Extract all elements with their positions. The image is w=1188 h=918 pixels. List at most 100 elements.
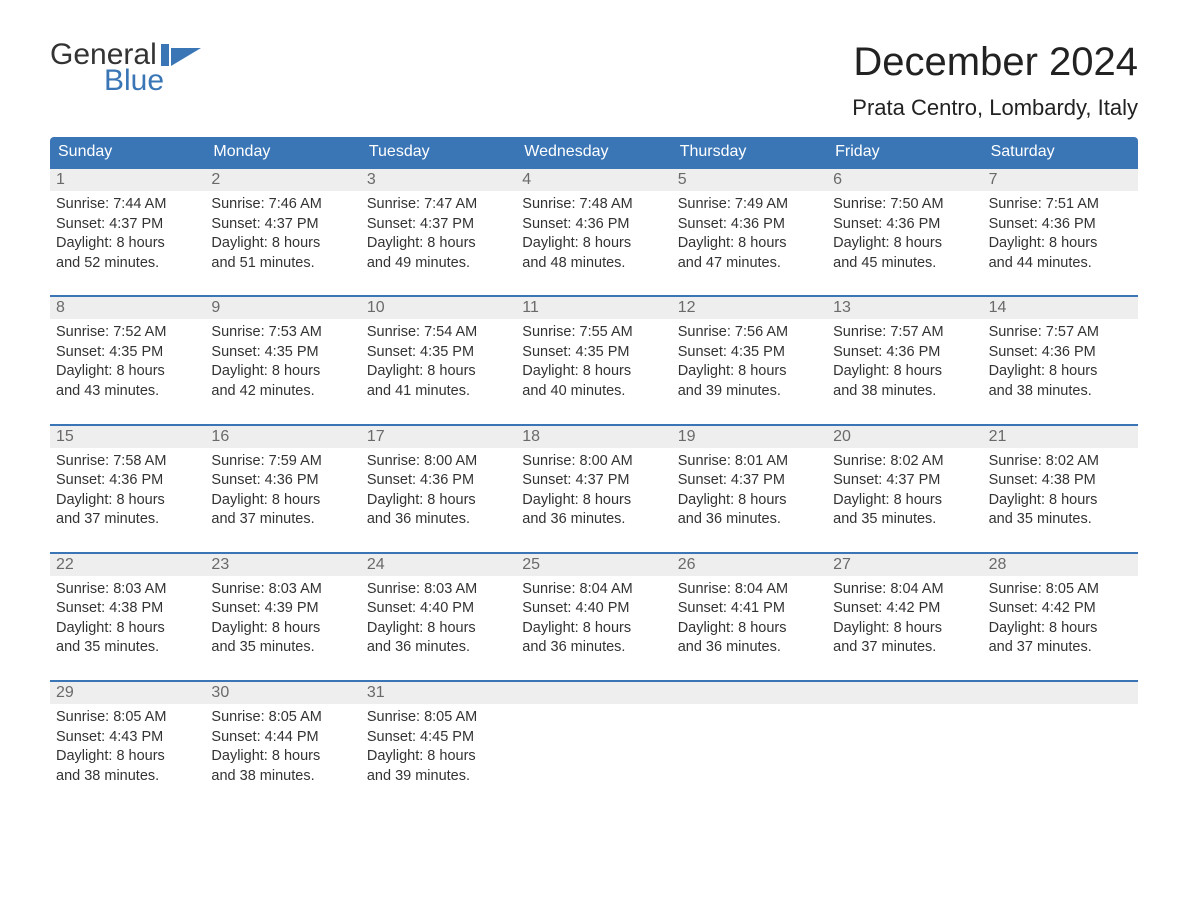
sunrise-text: Sunrise: 8:00 AM — [367, 452, 510, 472]
sunrise-text: Sunrise: 7:57 AM — [833, 323, 976, 343]
daylight-text-1: Daylight: 8 hours — [211, 747, 354, 767]
day-cell: Sunrise: 7:59 AMSunset: 4:36 PMDaylight:… — [205, 448, 360, 538]
daylight-text-2: and 36 minutes. — [367, 510, 510, 530]
daylight-text-2: and 38 minutes. — [989, 382, 1132, 402]
day-cell: Sunrise: 8:03 AMSunset: 4:39 PMDaylight:… — [205, 576, 360, 666]
daylight-text-2: and 38 minutes. — [211, 767, 354, 787]
day-number: 6 — [827, 169, 982, 191]
sunset-text: Sunset: 4:36 PM — [367, 471, 510, 491]
daylight-text-1: Daylight: 8 hours — [211, 491, 354, 511]
sunset-text: Sunset: 4:36 PM — [211, 471, 354, 491]
sunset-text: Sunset: 4:39 PM — [211, 599, 354, 619]
weekday-header: Friday — [827, 137, 982, 167]
day-number: 9 — [205, 297, 360, 319]
sunrise-text: Sunrise: 8:00 AM — [522, 452, 665, 472]
day-number: 2 — [205, 169, 360, 191]
day-cell: Sunrise: 7:44 AMSunset: 4:37 PMDaylight:… — [50, 191, 205, 281]
sunset-text: Sunset: 4:38 PM — [989, 471, 1132, 491]
title-block: December 2024 Prata Centro, Lombardy, It… — [852, 40, 1138, 129]
day-number: 15 — [50, 426, 205, 448]
day-number: 22 — [50, 554, 205, 576]
daylight-text-1: Daylight: 8 hours — [56, 747, 199, 767]
calendar-week: 293031Sunrise: 8:05 AMSunset: 4:43 PMDay… — [50, 680, 1138, 794]
sunrise-text: Sunrise: 8:05 AM — [989, 580, 1132, 600]
day-number: 17 — [361, 426, 516, 448]
day-cell: Sunrise: 8:04 AMSunset: 4:41 PMDaylight:… — [672, 576, 827, 666]
sunrise-text: Sunrise: 7:53 AM — [211, 323, 354, 343]
day-cell: Sunrise: 7:57 AMSunset: 4:36 PMDaylight:… — [827, 319, 982, 409]
day-cell — [983, 704, 1138, 794]
day-number: 12 — [672, 297, 827, 319]
sunset-text: Sunset: 4:41 PM — [678, 599, 821, 619]
daynum-row: 891011121314 — [50, 297, 1138, 319]
brand-blue: Blue — [50, 66, 203, 96]
daylight-text-1: Daylight: 8 hours — [989, 362, 1132, 382]
daylight-text-1: Daylight: 8 hours — [367, 747, 510, 767]
sunset-text: Sunset: 4:36 PM — [989, 343, 1132, 363]
daylight-text-1: Daylight: 8 hours — [211, 362, 354, 382]
sunrise-text: Sunrise: 7:57 AM — [989, 323, 1132, 343]
daylight-text-2: and 36 minutes. — [367, 638, 510, 658]
sunrise-text: Sunrise: 7:56 AM — [678, 323, 821, 343]
daylight-text-2: and 37 minutes. — [989, 638, 1132, 658]
sunset-text: Sunset: 4:35 PM — [367, 343, 510, 363]
sunset-text: Sunset: 4:37 PM — [367, 215, 510, 235]
day-number: 4 — [516, 169, 671, 191]
daylight-text-1: Daylight: 8 hours — [522, 619, 665, 639]
day-number: 29 — [50, 682, 205, 704]
day-cell: Sunrise: 8:01 AMSunset: 4:37 PMDaylight:… — [672, 448, 827, 538]
daynum-row: 1234567 — [50, 169, 1138, 191]
brand-logo: General Blue — [50, 40, 203, 96]
daylight-text-1: Daylight: 8 hours — [522, 491, 665, 511]
sunrise-text: Sunrise: 7:54 AM — [367, 323, 510, 343]
day-number — [983, 682, 1138, 704]
sunset-text: Sunset: 4:36 PM — [678, 215, 821, 235]
sunrise-text: Sunrise: 8:02 AM — [833, 452, 976, 472]
daylight-text-1: Daylight: 8 hours — [367, 362, 510, 382]
day-number: 24 — [361, 554, 516, 576]
day-cell: Sunrise: 7:51 AMSunset: 4:36 PMDaylight:… — [983, 191, 1138, 281]
day-number — [516, 682, 671, 704]
day-number: 5 — [672, 169, 827, 191]
weekday-header: Sunday — [50, 137, 205, 167]
weekday-header: Wednesday — [516, 137, 671, 167]
daynum-row: 22232425262728 — [50, 554, 1138, 576]
daylight-text-2: and 42 minutes. — [211, 382, 354, 402]
sunrise-text: Sunrise: 7:50 AM — [833, 195, 976, 215]
daylight-text-1: Daylight: 8 hours — [522, 234, 665, 254]
sunrise-text: Sunrise: 7:51 AM — [989, 195, 1132, 215]
daylight-text-2: and 47 minutes. — [678, 254, 821, 274]
daylight-text-1: Daylight: 8 hours — [367, 491, 510, 511]
daylight-text-2: and 37 minutes. — [56, 510, 199, 530]
daylight-text-1: Daylight: 8 hours — [211, 234, 354, 254]
day-cell: Sunrise: 8:02 AMSunset: 4:38 PMDaylight:… — [983, 448, 1138, 538]
sunrise-text: Sunrise: 8:02 AM — [989, 452, 1132, 472]
sunset-text: Sunset: 4:35 PM — [678, 343, 821, 363]
sunset-text: Sunset: 4:37 PM — [522, 471, 665, 491]
daylight-text-2: and 37 minutes. — [833, 638, 976, 658]
day-number: 21 — [983, 426, 1138, 448]
day-cell — [516, 704, 671, 794]
weekday-header: Tuesday — [361, 137, 516, 167]
daylight-text-2: and 39 minutes. — [367, 767, 510, 787]
sunrise-text: Sunrise: 7:44 AM — [56, 195, 199, 215]
daynum-row: 293031 — [50, 682, 1138, 704]
sunset-text: Sunset: 4:36 PM — [833, 343, 976, 363]
day-number: 8 — [50, 297, 205, 319]
daylight-text-1: Daylight: 8 hours — [56, 234, 199, 254]
day-cell: Sunrise: 8:05 AMSunset: 4:43 PMDaylight:… — [50, 704, 205, 794]
day-number — [827, 682, 982, 704]
day-number: 25 — [516, 554, 671, 576]
day-number: 20 — [827, 426, 982, 448]
daylight-text-1: Daylight: 8 hours — [522, 362, 665, 382]
sunset-text: Sunset: 4:38 PM — [56, 599, 199, 619]
daylight-text-2: and 36 minutes. — [522, 510, 665, 530]
day-number — [672, 682, 827, 704]
daylight-text-2: and 40 minutes. — [522, 382, 665, 402]
sunset-text: Sunset: 4:44 PM — [211, 728, 354, 748]
day-number: 19 — [672, 426, 827, 448]
sunrise-text: Sunrise: 8:05 AM — [211, 708, 354, 728]
calendar: Sunday Monday Tuesday Wednesday Thursday… — [50, 137, 1138, 794]
day-cell: Sunrise: 8:00 AMSunset: 4:37 PMDaylight:… — [516, 448, 671, 538]
day-cell: Sunrise: 7:56 AMSunset: 4:35 PMDaylight:… — [672, 319, 827, 409]
